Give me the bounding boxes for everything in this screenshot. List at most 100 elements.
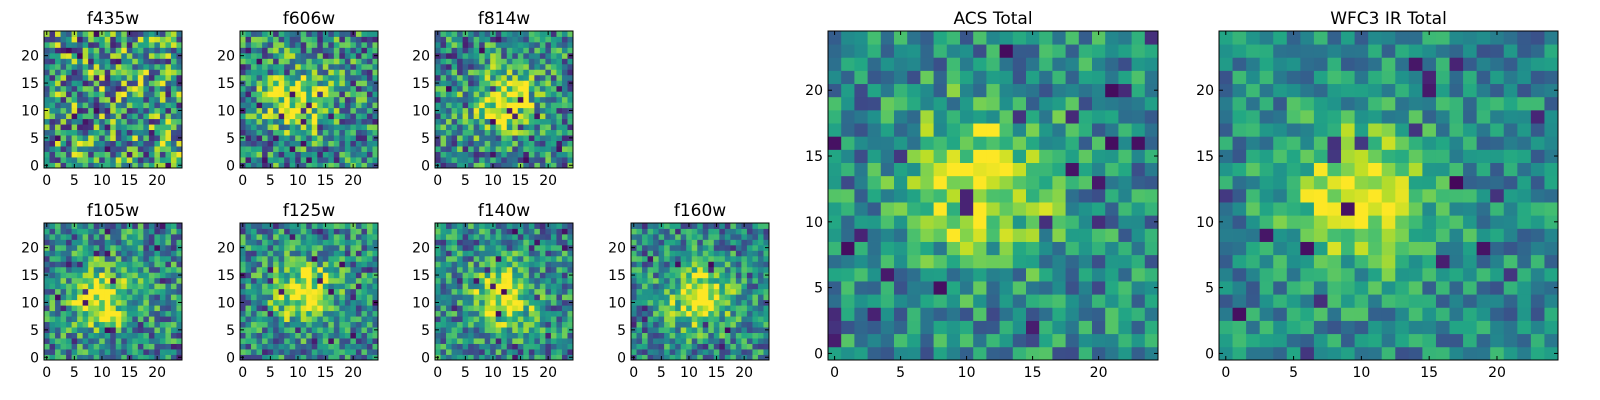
heatmap-cell (757, 305, 764, 312)
heatmap-cell (44, 41, 50, 48)
heatmap-cell (735, 228, 742, 235)
heatmap-cell (121, 354, 128, 361)
y-tick-label: 20 (217, 49, 235, 65)
heatmap-cell (534, 151, 541, 158)
heatmap-cell (752, 316, 759, 323)
heatmap-cell (702, 305, 709, 312)
heatmap-cell (148, 36, 155, 43)
heatmap-cell (344, 124, 351, 131)
heatmap-cell (1012, 202, 1027, 216)
heatmap-cell (550, 135, 557, 141)
heatmap-cell (344, 255, 351, 262)
heatmap-cell (273, 157, 280, 163)
heatmap-cell (567, 266, 574, 273)
heatmap-cell (159, 113, 166, 120)
heatmap-cell (110, 223, 117, 229)
heatmap-cell (99, 332, 106, 339)
heatmap-cell (355, 321, 362, 328)
heatmap-cell (350, 288, 357, 295)
heatmap-cell (669, 250, 676, 257)
heatmap-cell (933, 228, 948, 242)
heatmap-cell (262, 288, 268, 295)
heatmap-cell (631, 255, 637, 262)
heatmap-cell (306, 151, 313, 158)
heatmap-cell (567, 118, 574, 125)
heatmap-cell (121, 327, 128, 333)
heatmap-cell (159, 91, 166, 98)
heatmap-cell (262, 36, 268, 43)
heatmap-cell (636, 343, 643, 350)
heatmap-cell (1092, 228, 1106, 242)
heatmap-cell (55, 354, 61, 361)
heatmap-cell (545, 85, 552, 92)
heatmap-cell (154, 102, 161, 109)
heatmap-cell (77, 135, 84, 141)
heatmap-cell (550, 36, 557, 43)
heatmap-cell (300, 316, 307, 323)
heatmap-cell (495, 113, 502, 120)
heatmap-cell (170, 233, 177, 240)
heatmap-cell (44, 310, 50, 317)
heatmap-cell (446, 277, 452, 284)
heatmap-cell (867, 162, 882, 177)
heatmap-cell (121, 31, 128, 37)
heatmap-cell (512, 140, 519, 147)
heatmap-cell (523, 80, 530, 87)
heatmap-cell (148, 118, 155, 125)
heatmap-cell (828, 149, 842, 163)
heatmap-cell (82, 283, 89, 290)
y-tick-label: 10 (217, 103, 235, 119)
heatmap-cell (567, 91, 574, 98)
heatmap-cell (999, 346, 1014, 361)
heatmap-cell (344, 31, 351, 37)
heatmap-cell (88, 129, 95, 136)
heatmap-cell (361, 31, 368, 37)
heatmap-cell (88, 113, 95, 120)
heatmap-cell (490, 250, 497, 257)
heatmap-cell (77, 74, 84, 81)
heatmap-cell (973, 241, 987, 256)
heatmap-cell (523, 124, 530, 131)
y-tick-label: 0 (421, 350, 430, 366)
heatmap-cell (539, 162, 546, 169)
heatmap-cell (143, 233, 150, 240)
heatmap-cell (539, 332, 546, 339)
heatmap-cell (501, 272, 508, 279)
heatmap-cell (462, 96, 469, 103)
heatmap-cell (110, 63, 117, 70)
heatmap-cell (440, 74, 447, 81)
heatmap-cell (1144, 215, 1159, 229)
heatmap-cell (99, 140, 106, 147)
heatmap-cell (372, 266, 379, 273)
heatmap-cell (446, 118, 452, 125)
heatmap-cell (506, 316, 513, 323)
heatmap-cell (262, 277, 268, 284)
heatmap-cell (344, 349, 351, 355)
heatmap-cell (1105, 267, 1119, 282)
heatmap-cell (132, 135, 139, 141)
heatmap-cell (366, 58, 373, 65)
heatmap-cell (77, 41, 84, 48)
heatmap-cell (479, 272, 486, 279)
heatmap-cell (763, 343, 770, 350)
heatmap-cell (333, 151, 340, 158)
heatmap-cell (361, 299, 368, 306)
heatmap-cell (907, 215, 921, 229)
heatmap-cell (262, 349, 268, 355)
heatmap-cell (697, 244, 704, 251)
heatmap-cell (333, 80, 340, 87)
heatmap-cell (99, 316, 106, 323)
heatmap-cell (446, 135, 452, 141)
heatmap-cell (539, 91, 546, 98)
heatmap-cell (561, 277, 568, 284)
heatmap-cell (506, 239, 513, 246)
heatmap-cell (686, 255, 693, 262)
heatmap-cell (165, 140, 172, 147)
heatmap-cell (110, 96, 117, 103)
heatmap-cell (490, 321, 497, 328)
heatmap-cell (82, 294, 89, 301)
heatmap-cell (686, 327, 693, 333)
heatmap-cell (121, 146, 128, 152)
heatmap-cell (66, 316, 72, 323)
